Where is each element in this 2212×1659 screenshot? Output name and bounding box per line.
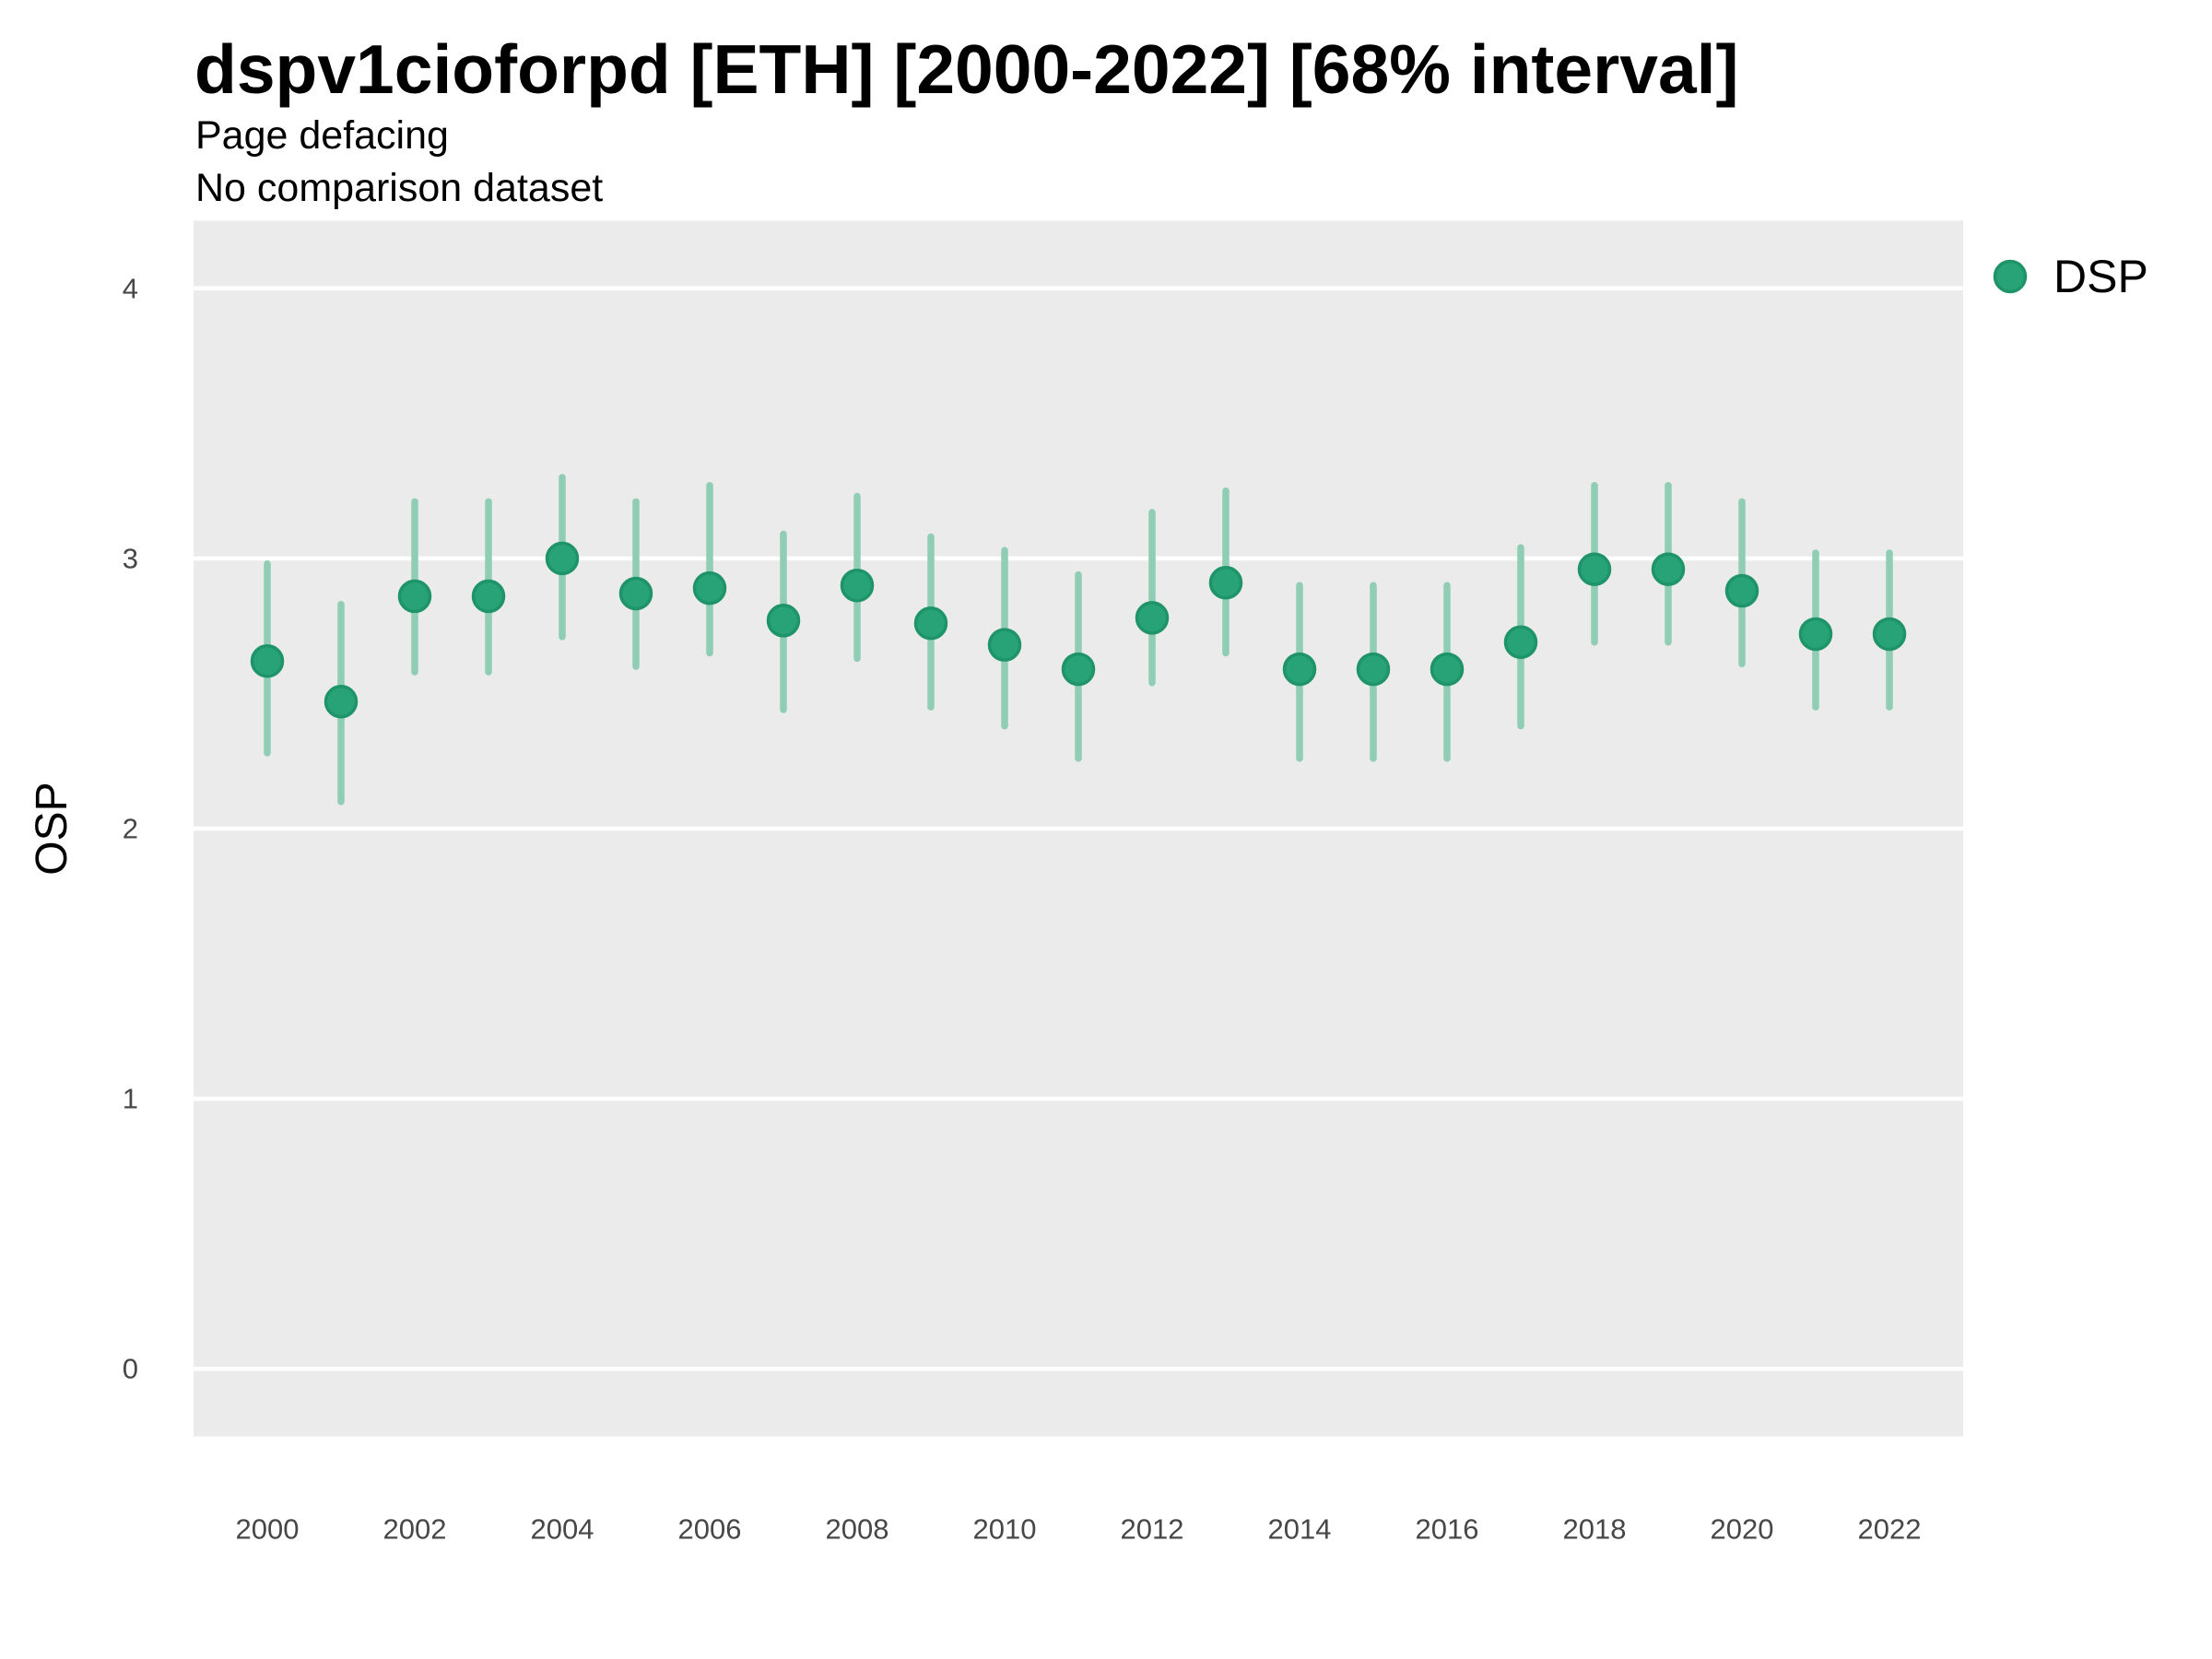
y-tick-label-3: 3: [123, 542, 138, 574]
point-2005: [618, 576, 653, 611]
y-tick-label-1: 1: [123, 1083, 138, 1115]
x-tick-label-2006: 2006: [678, 1513, 742, 1546]
point-2011: [1061, 652, 1096, 687]
point-2002: [397, 579, 432, 614]
y-tick-label-4: 4: [123, 272, 138, 304]
chart-subtitle: Page defacing No comparison dataset: [195, 110, 603, 215]
legend-dsp-label: DSP: [2053, 251, 2148, 302]
x-tick-label-2012: 2012: [1121, 1513, 1184, 1546]
point-2021: [1798, 617, 1833, 652]
point-2003: [471, 579, 506, 614]
y-tick-label-0: 0: [123, 1353, 138, 1385]
point-2000: [250, 644, 285, 678]
point-2010: [987, 628, 1022, 662]
point-2004: [545, 541, 580, 576]
x-tick-label-2008: 2008: [826, 1513, 889, 1546]
point-2007: [766, 604, 801, 638]
point-2018: [1577, 552, 1612, 586]
x-tick-label-2010: 2010: [973, 1513, 1037, 1546]
x-tick-label-2020: 2020: [1711, 1513, 1774, 1546]
x-tick-label-2004: 2004: [531, 1513, 594, 1546]
point-2015: [1356, 652, 1391, 687]
point-2022: [1872, 617, 1907, 652]
x-tick-label-2018: 2018: [1563, 1513, 1627, 1546]
chart-title: dspv1cioforpd [ETH] [2000-2022] [68% int…: [194, 30, 1739, 108]
x-tick-label-2022: 2022: [1858, 1513, 1922, 1546]
x-tick-label-2014: 2014: [1268, 1513, 1332, 1546]
chart-subtitle-line1: Page defacing: [195, 113, 449, 158]
point-2013: [1208, 566, 1243, 600]
point-2009: [913, 606, 948, 641]
x-tick-label-2000: 2000: [236, 1513, 300, 1546]
chart-subtitle-line2: No comparison dataset: [195, 166, 604, 210]
x-tick-label-2002: 2002: [383, 1513, 447, 1546]
point-2017: [1503, 625, 1538, 660]
point-2008: [840, 568, 875, 603]
point-2006: [692, 571, 727, 606]
point-2019: [1651, 552, 1686, 586]
y-tick-label-2: 2: [123, 813, 138, 845]
point-2016: [1430, 652, 1465, 687]
point-2001: [324, 684, 359, 719]
point-2012: [1135, 601, 1170, 635]
x-tick-label-2016: 2016: [1416, 1513, 1479, 1546]
point-2014: [1282, 652, 1317, 687]
point-2020: [1724, 573, 1759, 608]
legend-dsp-swatch: [1993, 259, 2028, 294]
